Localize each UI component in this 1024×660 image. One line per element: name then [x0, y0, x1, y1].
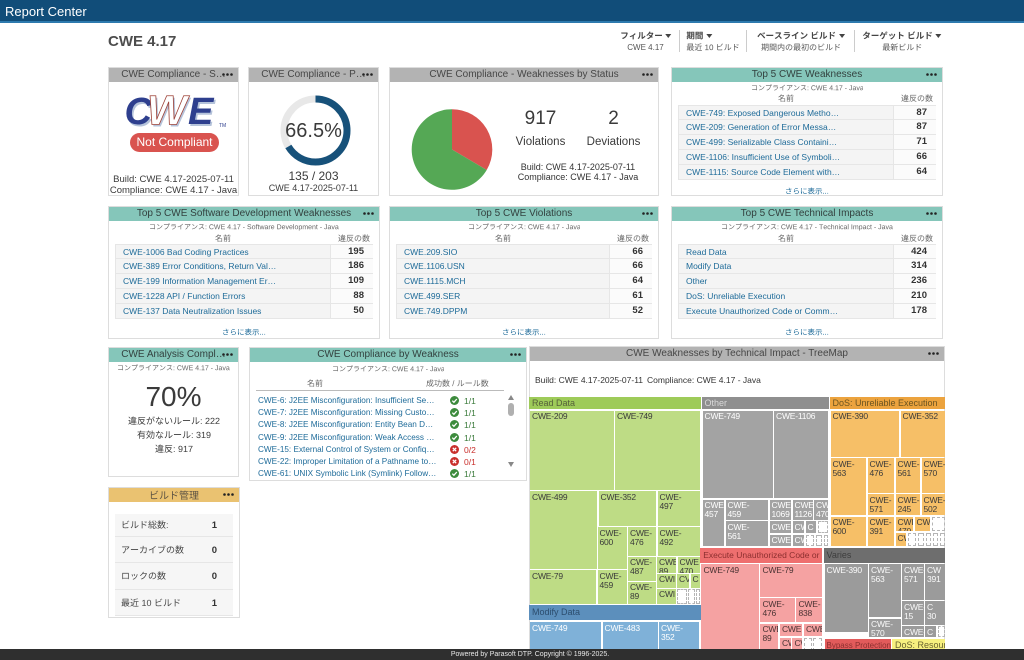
svg-text:W: W: [149, 90, 192, 130]
svg-text:E: E: [190, 93, 217, 130]
svg-text:C: C: [126, 93, 154, 130]
svg-text:W: W: [147, 90, 190, 130]
svg-text:TM: TM: [219, 123, 226, 129]
svg-text:C: C: [125, 91, 153, 130]
svg-text:E: E: [188, 91, 215, 130]
